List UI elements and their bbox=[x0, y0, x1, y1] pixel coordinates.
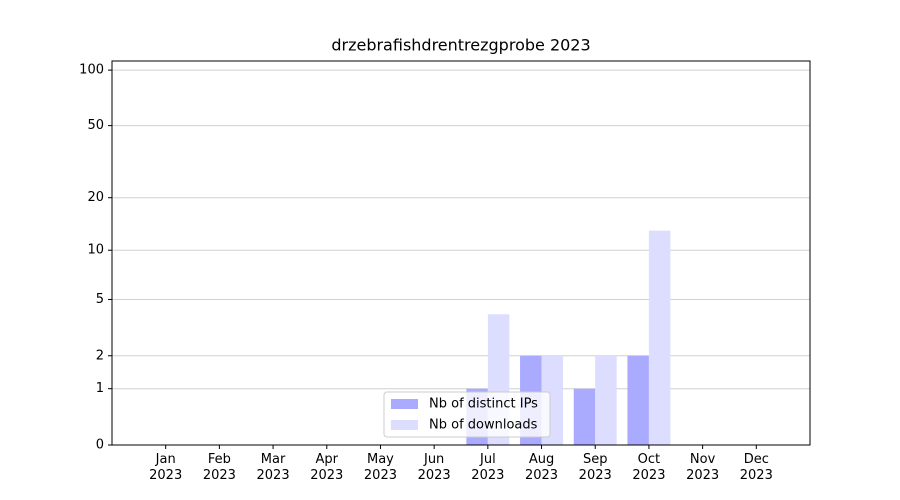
y-tick-label: 50 bbox=[87, 118, 104, 133]
y-tick-label: 1 bbox=[96, 381, 104, 396]
bar bbox=[627, 355, 649, 445]
y-tick-label: 20 bbox=[87, 190, 104, 205]
y-tick-label: 0 bbox=[96, 438, 104, 453]
x-tick-label: Jun 2023 bbox=[417, 452, 451, 483]
x-tick-label: Oct 2023 bbox=[632, 452, 666, 483]
legend-swatch bbox=[391, 420, 418, 430]
x-tick-label: Feb 2023 bbox=[202, 452, 236, 483]
legend-swatch bbox=[391, 399, 418, 409]
legend-label: Nb of downloads bbox=[429, 418, 538, 433]
x-tick-label: Sep 2023 bbox=[578, 452, 612, 483]
x-tick-label: Nov 2023 bbox=[686, 452, 720, 483]
x-tick-label: Dec 2023 bbox=[739, 452, 773, 483]
x-tick-label: Apr 2023 bbox=[310, 452, 344, 483]
x-tick-label: Jul 2023 bbox=[471, 452, 505, 483]
chart-title: drzebrafishdrentrezgprobe 2023 bbox=[331, 36, 590, 55]
y-tick-label: 5 bbox=[96, 292, 104, 307]
legend-label: Nb of distinct IPs bbox=[429, 397, 538, 412]
y-tick-label: 10 bbox=[87, 243, 104, 258]
bar bbox=[573, 388, 596, 445]
y-tick-label: 2 bbox=[96, 348, 104, 363]
x-tick-label: Jan 2023 bbox=[149, 452, 183, 483]
legend-box bbox=[383, 391, 551, 438]
bar bbox=[595, 355, 617, 445]
x-tick-label: Mar 2023 bbox=[256, 452, 290, 483]
legend: Nb of distinct IPs Nb of downloads bbox=[383, 391, 551, 438]
plot-frame bbox=[111, 60, 811, 446]
x-tick-label: May 2023 bbox=[363, 452, 397, 483]
x-tick-label: Aug 2023 bbox=[524, 452, 559, 483]
y-tick-label: 100 bbox=[79, 63, 104, 78]
bar bbox=[648, 230, 671, 445]
